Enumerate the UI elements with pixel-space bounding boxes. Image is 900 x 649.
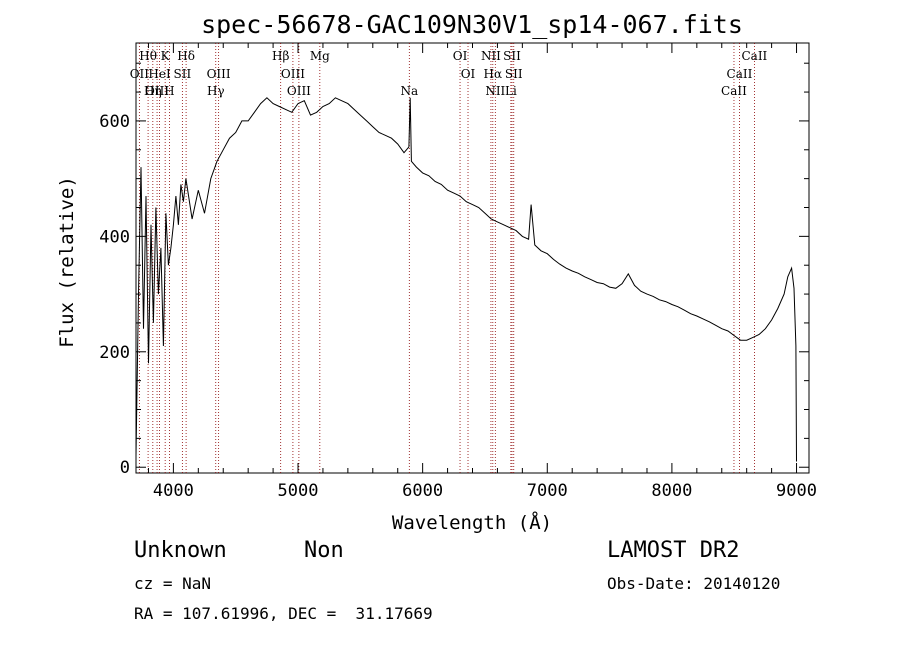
spectral-line-label: Hγ xyxy=(207,84,225,98)
spectral-line-label: OII xyxy=(130,67,150,81)
axis-ticks xyxy=(136,43,809,473)
spectral-line-label: SII xyxy=(174,67,192,81)
x-axis-label: Wavelength (Å) xyxy=(392,511,552,534)
spectral-line-label: Hβ xyxy=(272,49,289,63)
spectral-line-label: SII xyxy=(503,49,521,63)
axis-tick-labels: 4000 5000 6000 7000 8000 9000 0 200 400 600 xyxy=(99,112,817,501)
spectral-line-label: CaII xyxy=(741,49,767,63)
object-class: Unknown xyxy=(134,538,227,563)
spectral-line-label: H xyxy=(164,84,174,98)
y-tick-label: 400 xyxy=(99,227,130,247)
spectral-line-label: Hδ xyxy=(177,49,195,63)
spectral-line-label: Hη xyxy=(144,84,162,98)
spectral-line-label: OI xyxy=(453,49,468,63)
plot-frame xyxy=(135,42,810,474)
spectral-line-label: CaII xyxy=(721,84,747,98)
spectral-line-label: CaII xyxy=(727,67,753,81)
spectral-line-label: Mg xyxy=(310,49,330,63)
spectral-line-label: HeI xyxy=(148,67,171,81)
spectral-line-label: K xyxy=(161,49,171,63)
object-subclass: Non xyxy=(304,538,344,563)
spectral-line-label: OIII xyxy=(281,67,305,81)
y-tick-label: 200 xyxy=(99,343,130,363)
x-tick-label: 7000 xyxy=(527,481,568,501)
spectral-line-label: Hθ xyxy=(139,49,157,63)
redshift: cz = NaN xyxy=(134,574,212,593)
spectral-line-label: Na xyxy=(400,84,418,98)
x-tick-label: 5000 xyxy=(278,481,319,501)
spectral-line-label: OIII xyxy=(145,84,169,98)
spectral-line-label: NII xyxy=(485,84,505,98)
obs-date: Obs-Date: 20140120 xyxy=(607,574,781,593)
x-tick-label: 6000 xyxy=(402,481,443,501)
spectral-line-label: SII xyxy=(505,67,523,81)
x-tick-label: 9000 xyxy=(776,481,817,501)
spectral-line-markers xyxy=(138,43,755,473)
x-tick-label: 8000 xyxy=(651,481,692,501)
x-tick-label: 4000 xyxy=(153,481,194,501)
spectral-line-label: OIII xyxy=(287,84,311,98)
spectral-line-label: Hα xyxy=(484,67,503,81)
survey-name: LAMOST DR2 xyxy=(607,538,740,563)
spectral-line-label: NII xyxy=(481,49,501,63)
y-tick-label: 600 xyxy=(99,112,130,132)
spectrum-line xyxy=(135,97,797,462)
spectral-line-label: OI xyxy=(461,67,476,81)
chart-title: spec-56678-GAC109N30V1_sp14-067.fits xyxy=(201,10,743,39)
y-axis-label: Flux (relative) xyxy=(56,176,78,348)
spectral-line-label: Li xyxy=(505,84,517,98)
coordinates: RA = 107.61996, DEC = 31.17669 xyxy=(134,604,433,623)
spectral-line-label: OIII xyxy=(207,67,231,81)
y-tick-label: 0 xyxy=(120,458,130,478)
